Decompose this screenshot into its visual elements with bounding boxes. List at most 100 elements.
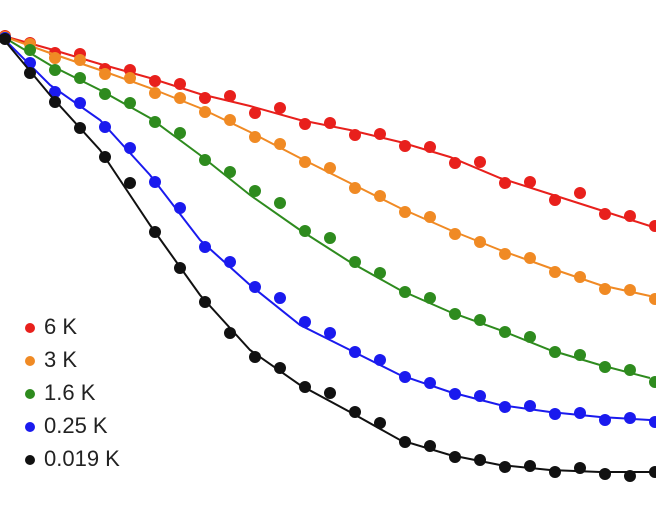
data-point xyxy=(124,97,136,109)
data-point xyxy=(449,308,461,320)
data-point xyxy=(549,346,561,358)
data-point xyxy=(74,72,86,84)
data-point xyxy=(574,407,586,419)
fit-line xyxy=(0,34,650,473)
data-point xyxy=(624,412,636,424)
data-point xyxy=(99,151,111,163)
data-point xyxy=(424,211,436,223)
data-point xyxy=(474,156,486,168)
data-point xyxy=(124,72,136,84)
data-point xyxy=(349,129,361,141)
data-point xyxy=(424,141,436,153)
data-point xyxy=(599,208,611,220)
data-point xyxy=(374,267,386,279)
data-point xyxy=(0,33,11,45)
data-point xyxy=(474,390,486,402)
data-point xyxy=(99,88,111,100)
data-point xyxy=(449,451,461,463)
data-point xyxy=(299,156,311,168)
data-point xyxy=(224,90,236,102)
data-point xyxy=(574,271,586,283)
data-point xyxy=(449,228,461,240)
data-point xyxy=(249,107,261,119)
data-point xyxy=(149,226,161,238)
data-point xyxy=(524,400,536,412)
data-point xyxy=(524,252,536,264)
data-point xyxy=(149,176,161,188)
legend-marker xyxy=(25,389,35,399)
data-point xyxy=(549,266,561,278)
legend-marker xyxy=(25,455,35,465)
data-point xyxy=(199,296,211,308)
data-point xyxy=(49,86,61,98)
data-point xyxy=(24,44,36,56)
data-point xyxy=(374,417,386,429)
data-point xyxy=(49,64,61,76)
data-point xyxy=(574,187,586,199)
data-point xyxy=(624,470,636,482)
data-point xyxy=(424,377,436,389)
legend-label: 6 K xyxy=(44,314,77,339)
data-point xyxy=(324,162,336,174)
data-point xyxy=(549,408,561,420)
data-point xyxy=(624,364,636,376)
legend-label: 1.6 K xyxy=(44,380,96,405)
data-point xyxy=(149,87,161,99)
data-point xyxy=(174,202,186,214)
data-point xyxy=(374,128,386,140)
legend-bg xyxy=(20,445,150,475)
data-point xyxy=(299,118,311,130)
legend-bg xyxy=(20,379,150,409)
data-point xyxy=(174,262,186,274)
data-point xyxy=(449,388,461,400)
data-point xyxy=(249,185,261,197)
data-point xyxy=(224,256,236,268)
data-point xyxy=(274,138,286,150)
data-point xyxy=(174,127,186,139)
legend-marker xyxy=(25,323,35,333)
data-point xyxy=(74,122,86,134)
legend-marker xyxy=(25,422,35,432)
data-point xyxy=(499,248,511,260)
data-point xyxy=(524,176,536,188)
data-point xyxy=(249,281,261,293)
data-point xyxy=(74,97,86,109)
data-point xyxy=(224,166,236,178)
data-point xyxy=(199,106,211,118)
data-point xyxy=(224,327,236,339)
legend-label: 3 K xyxy=(44,347,77,372)
data-point xyxy=(174,92,186,104)
data-point xyxy=(274,102,286,114)
data-point xyxy=(149,75,161,87)
data-point xyxy=(549,194,561,206)
data-point xyxy=(199,154,211,166)
data-point xyxy=(224,114,236,126)
data-point xyxy=(199,92,211,104)
data-point xyxy=(274,292,286,304)
data-point xyxy=(174,78,186,90)
data-point xyxy=(299,316,311,328)
data-point xyxy=(349,256,361,268)
data-point xyxy=(299,225,311,237)
data-point xyxy=(349,346,361,358)
data-point xyxy=(599,468,611,480)
data-point xyxy=(424,440,436,452)
data-point xyxy=(324,327,336,339)
data-point xyxy=(199,241,211,253)
data-point xyxy=(49,96,61,108)
data-point xyxy=(399,436,411,448)
data-point xyxy=(424,292,436,304)
data-point xyxy=(449,157,461,169)
data-point xyxy=(399,371,411,383)
data-point xyxy=(124,177,136,189)
data-point xyxy=(324,232,336,244)
data-point xyxy=(474,236,486,248)
data-point xyxy=(349,182,361,194)
data-point xyxy=(324,117,336,129)
legend-label: 0.25 K xyxy=(44,413,108,438)
legend-label: 0.019 K xyxy=(44,446,120,471)
data-point xyxy=(99,121,111,133)
data-point xyxy=(574,349,586,361)
data-point xyxy=(649,293,656,305)
